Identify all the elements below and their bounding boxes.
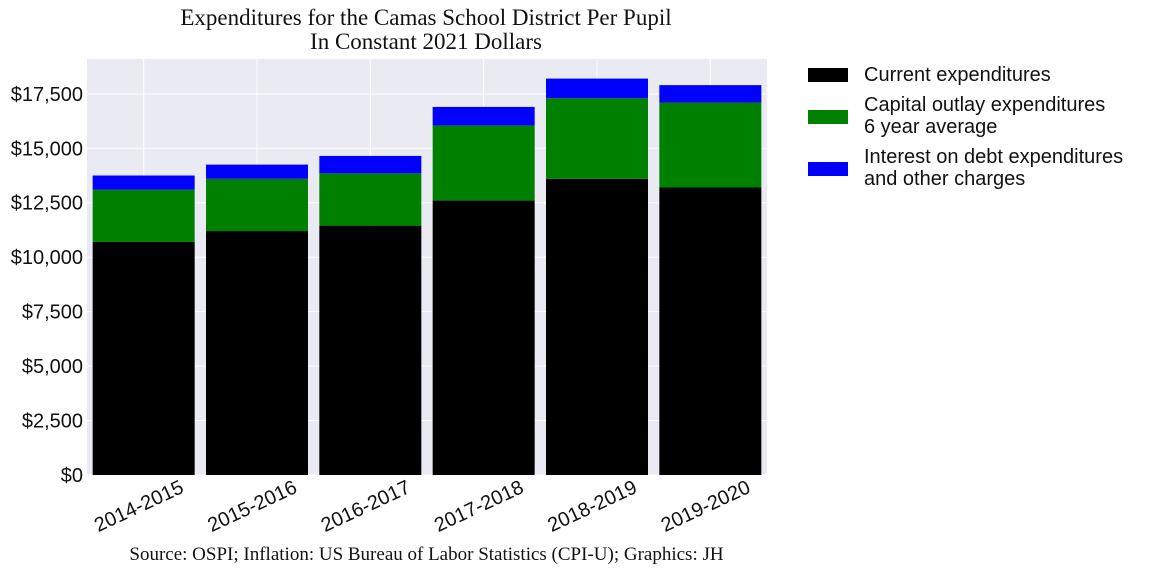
bar-segment-series-1 [432, 200, 535, 475]
bar-segment-series-2 [206, 178, 308, 232]
bar-segment-series-2 [319, 173, 422, 226]
x-tick-label: 2017-2018 [431, 476, 527, 536]
bar-segment-series-2 [92, 189, 195, 242]
legend-label-line: Interest on debt expenditures [864, 146, 1124, 168]
x-tick-label: 2014-2015 [91, 476, 187, 536]
y-tick-label: $15,000 [11, 138, 83, 160]
legend-label-line: Current expenditures [864, 64, 1051, 86]
bar-segment-series-1 [92, 241, 195, 475]
legend-swatch [808, 68, 848, 82]
legend-label: Current expenditures [864, 64, 1051, 86]
y-tick-label: $5,000 [22, 356, 83, 378]
y-tick-label: $7,500 [22, 302, 83, 324]
y-tick-label: $10,000 [11, 247, 83, 269]
legend-label: Capital outlay expenditures 6 year averag… [864, 94, 1105, 138]
bar-segment-series-2 [659, 102, 762, 188]
legend-label-line: Capital outlay expenditures [864, 94, 1106, 116]
bar-segment-series-3 [92, 175, 195, 190]
legend-swatch [808, 162, 848, 176]
bar-segment-series-1 [206, 231, 308, 475]
legend-label-line: and other charges [864, 168, 1026, 190]
bar-segment-series-3 [546, 78, 648, 99]
plot-background [87, 59, 767, 475]
y-tick-label: $2,500 [22, 411, 83, 433]
chart-title-line-1: Expenditures for the Camas School Distri… [180, 5, 672, 30]
x-tick-label: 2016-2017 [318, 476, 414, 536]
bar-segment-series-1 [319, 225, 422, 475]
legend-label: Interest on debt expenditures and other c… [864, 146, 1123, 190]
bar-segment-series-3 [659, 85, 762, 103]
chart-title-line-2: In Constant 2021 Dollars [310, 29, 542, 54]
x-tick-label: 2018-2019 [544, 476, 640, 536]
bar-segment-series-3 [432, 106, 535, 126]
bar-segment-series-3 [319, 155, 422, 174]
x-tick-label: 2015-2016 [204, 476, 300, 536]
legend-swatch [808, 110, 848, 124]
legend-label-line: 6 year average [864, 116, 998, 138]
bar-segment-series-2 [432, 125, 535, 201]
x-tick-label: 2019-2020 [658, 476, 754, 536]
y-tick-label: $12,500 [11, 193, 83, 215]
y-tick-label: $17,500 [11, 84, 83, 106]
bar-segment-series-1 [546, 178, 648, 475]
bar-segment-series-1 [659, 187, 762, 475]
bar-segment-series-3 [206, 164, 308, 179]
y-tick-label: $0 [61, 465, 83, 487]
chart-title: Expenditures for the Camas School Distri… [86, 6, 766, 54]
bar-segment-series-2 [546, 98, 648, 179]
source-note: Source: OSPI; Inflation: US Bureau of La… [129, 544, 724, 565]
